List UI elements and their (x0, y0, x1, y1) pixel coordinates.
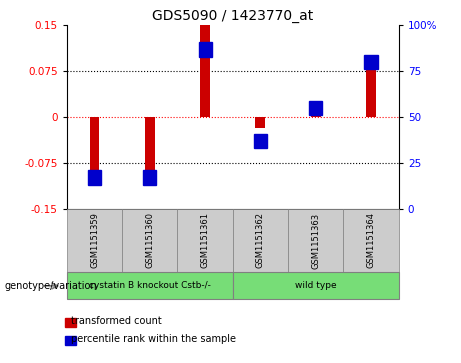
Bar (143, 170, 156, 185)
Text: GSM1151359: GSM1151359 (90, 213, 99, 268)
Text: GSM1151363: GSM1151363 (311, 212, 320, 269)
Bar (255, 117, 266, 128)
Text: GSM1151361: GSM1151361 (201, 212, 210, 269)
Text: transformed count: transformed count (71, 316, 162, 326)
Bar (309, 101, 322, 115)
Bar (254, 134, 267, 148)
Bar (366, 62, 376, 117)
Text: GSM1151362: GSM1151362 (256, 212, 265, 269)
Bar (311, 108, 321, 117)
Bar (200, 25, 210, 117)
Bar (199, 42, 212, 57)
Bar (88, 170, 101, 185)
Text: cystatin B knockout Cstb-/-: cystatin B knockout Cstb-/- (89, 281, 211, 290)
Text: percentile rank within the sample: percentile rank within the sample (71, 334, 236, 344)
Bar (145, 117, 155, 175)
Text: GSM1151360: GSM1151360 (145, 212, 154, 269)
Title: GDS5090 / 1423770_at: GDS5090 / 1423770_at (152, 9, 313, 23)
Text: wild type: wild type (295, 281, 337, 290)
Bar (89, 117, 100, 178)
Text: GSM1151364: GSM1151364 (366, 212, 376, 269)
Text: genotype/variation: genotype/variation (5, 281, 97, 291)
Bar (365, 55, 378, 69)
